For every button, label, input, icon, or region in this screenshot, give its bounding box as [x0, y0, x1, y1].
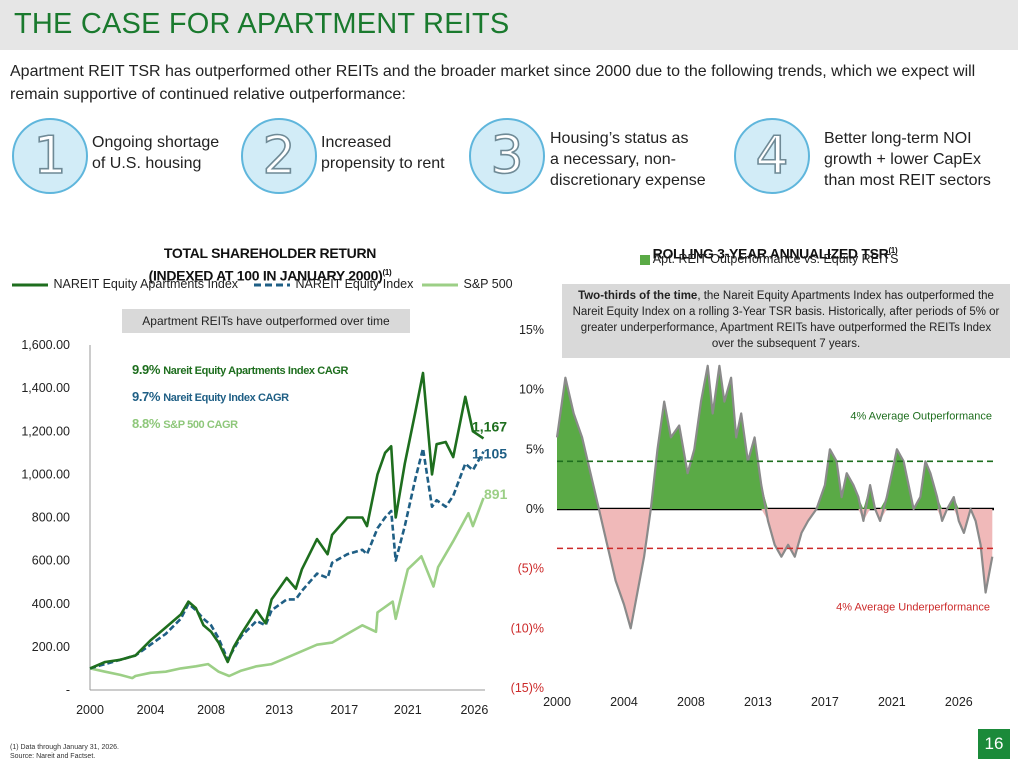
x-tick-label: 2017 [330, 703, 358, 717]
y-tick-label: 400.00 [32, 597, 70, 611]
legend-equity: NAREIT Equity Index [254, 277, 413, 291]
end-value-label: 891 [484, 486, 508, 502]
trend-item-2: 2 Increased propensity to rent [241, 118, 471, 198]
legend-solid-line-icon [12, 283, 48, 287]
tsr-line-chart: - 200.00 400.00 600.00 800.00 1,000.00 1,200.0… [21, 338, 508, 717]
legend-label: S&P 500 [463, 277, 513, 291]
footnote-source: Source: Nareit and Factset. [10, 753, 96, 760]
y-tick-label: 600.00 [32, 554, 70, 568]
y-tick-label: 10% [519, 383, 544, 397]
x-tick-label: 2013 [265, 703, 293, 717]
y-tick-label: 800.00 [32, 511, 70, 525]
cagr-equity: 9.7% Nareit Equity Index CAGR [132, 389, 289, 404]
cagr-label: Nareit Equity Apartments Index CAGR [163, 365, 349, 377]
cagr-label: S&P 500 CAGR [163, 419, 238, 431]
left-chart-title: TOTAL SHAREHOLDER RETURN (INDEXED AT 100… [60, 225, 480, 286]
series-line-equity [89, 447, 485, 670]
page-title: THE CASE FOR APARTMENT REITS [14, 8, 510, 40]
outperformance-area [557, 365, 993, 509]
left-callout: Apartment REITs have outperformed over t… [122, 309, 410, 333]
trend-item-4: 4 Better long-term NOI growth + lower Ca… [734, 118, 1014, 198]
y-tick-label: (5)% [518, 562, 544, 576]
y-tick-label: 1,200.00 [21, 424, 70, 438]
rolling-tsr-area-chart: 4% Average Outperformance 4% Average Unde… [511, 323, 994, 709]
x-tick-label: 2008 [197, 703, 225, 717]
legend-label: Apt. REIT Outperformance vs. Equity REIT… [652, 252, 899, 266]
x-tick-label: 2004 [610, 695, 638, 709]
cagr-sp500: 8.8% S&P 500 CAGR [132, 416, 238, 431]
end-value-label: 1,167 [472, 418, 507, 434]
intro-text: Apartment REIT TSR has outperformed othe… [10, 63, 976, 103]
trend-label: Better long-term NOI growth + lower CapE… [824, 130, 991, 189]
x-tick-label: 2017 [811, 695, 839, 709]
trend-number: 4 [755, 125, 790, 187]
trend-item-3: 3 Housing’s status as a necessary, non- … [469, 118, 729, 198]
y-tick-label: 1,400.00 [21, 381, 70, 395]
y-tick-label: 15% [519, 323, 544, 337]
x-tick-label: 2008 [677, 695, 705, 709]
y-tick-label: 1,600.00 [21, 338, 70, 352]
avg-outperformance-label: 4% Average Outperformance [850, 410, 992, 422]
end-value-label: 1,105 [472, 446, 507, 462]
page-number: 16 [978, 729, 1010, 759]
trend-label: Increased propensity to rent [321, 134, 445, 172]
legend-outperformance: Apt. REIT Outperformance vs. Equity REIT… [640, 252, 899, 266]
trend-number: 2 [262, 125, 297, 187]
series-line-apartments [89, 371, 485, 670]
number-circle-icon: 1 [12, 118, 88, 194]
title-bar: THE CASE FOR APARTMENT REITS [0, 0, 1018, 50]
series-line-sp500 [89, 497, 485, 680]
legend-square-icon [640, 254, 650, 265]
x-tick-label: 2021 [878, 695, 906, 709]
x-tick-label: 2000 [76, 703, 104, 717]
legend-dashed-line-icon [254, 283, 290, 287]
cagr-value: 9.9% [132, 362, 161, 377]
trend-label: Housing’s status as a necessary, non- di… [550, 130, 706, 189]
y-tick-label: (15)% [511, 681, 544, 695]
y-tick-label: 1,000.00 [21, 467, 70, 481]
x-tick-label: 2026 [945, 695, 973, 709]
x-tick-label: 2026 [460, 703, 488, 717]
cagr-label: Nareit Equity Index CAGR [163, 392, 289, 404]
right-chart-title: ROLLING 3-YEAR ANNUALIZED TSR(1) [570, 222, 980, 264]
trend-number: 3 [490, 125, 525, 187]
trend-number: 1 [33, 125, 68, 187]
x-tick-label: 2021 [394, 703, 422, 717]
legend-label: NAREIT Equity Index [295, 277, 414, 291]
y-tick-label: 0% [526, 502, 544, 516]
y-tick-label: (10)% [511, 621, 544, 635]
cagr-value: 8.8% [132, 416, 161, 431]
right-chart-title-footnote: (1) [888, 246, 898, 255]
cagr-value: 9.7% [132, 389, 161, 404]
trend-item-1: 1 Ongoing shortage of U.S. housing [12, 118, 242, 198]
callout-text: , the Nareit Equity Apartments Index has… [572, 290, 1000, 350]
series-line-rolling-tsr [555, 364, 994, 630]
y-tick-label: 200.00 [32, 640, 70, 654]
legend-label: NAREIT Equity Apartments Index [53, 277, 239, 291]
right-chart-title-text: ROLLING 3-YEAR ANNUALIZED TSR [652, 245, 889, 262]
y-tick-label: 5% [526, 442, 544, 456]
x-tick-label: 2000 [543, 695, 571, 709]
footnote-1: (1) Data through January 31, 2026. [10, 744, 119, 751]
x-tick-label: 2013 [744, 695, 772, 709]
underperformance-area [557, 509, 993, 629]
x-tick-label: 2004 [137, 703, 165, 717]
left-chart-title-text: TOTAL SHAREHOLDER RETURN (INDEXED AT 100… [148, 245, 383, 284]
trend-label: Ongoing shortage of U.S. housing [92, 134, 220, 172]
legend-solid-line-icon [422, 283, 458, 287]
avg-underperformance-label: 4% Average Underperformance [836, 601, 990, 613]
y-tick-label: - [66, 683, 70, 697]
legend-sp500: S&P 500 [422, 277, 513, 291]
number-circle-icon: 3 [469, 118, 545, 194]
cagr-apartments: 9.9% Nareit Equity Apartments Index CAGR [132, 362, 349, 377]
left-chart-title-footnote: (1) [382, 268, 392, 277]
number-circle-icon: 4 [734, 118, 810, 194]
right-callout: Two-thirds of the time, the Nareit Equit… [562, 284, 1010, 358]
number-circle-icon: 2 [241, 118, 317, 194]
legend-apartments: NAREIT Equity Apartments Index [12, 277, 238, 291]
callout-bold-text: Two-thirds of the time [578, 290, 698, 302]
